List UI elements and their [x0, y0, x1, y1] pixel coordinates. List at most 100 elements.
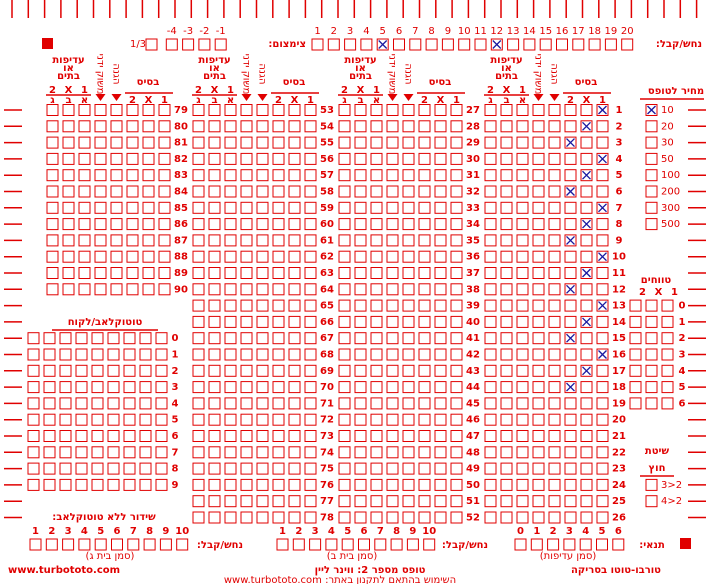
checkbox[interactable] [434, 332, 447, 345]
checkbox[interactable] [240, 136, 253, 149]
checkbox[interactable] [580, 381, 593, 394]
checkbox[interactable] [580, 104, 593, 116]
checkbox[interactable] [548, 152, 561, 165]
checkbox[interactable] [288, 332, 301, 345]
checkbox[interactable] [596, 381, 609, 394]
checkbox[interactable] [224, 495, 237, 508]
checkbox[interactable] [370, 381, 383, 394]
checkbox[interactable] [516, 495, 529, 508]
checkbox[interactable] [338, 169, 351, 182]
checkbox[interactable] [176, 538, 189, 551]
checkbox[interactable] [78, 152, 91, 165]
checkbox[interactable] [94, 234, 107, 247]
checkbox[interactable] [354, 315, 367, 328]
checkbox[interactable] [240, 381, 253, 394]
checkbox[interactable] [596, 478, 609, 491]
checkbox[interactable] [532, 234, 545, 247]
checkbox[interactable] [645, 381, 658, 394]
checkbox[interactable] [256, 152, 269, 165]
checkbox[interactable] [288, 136, 301, 149]
checkbox[interactable] [450, 152, 463, 165]
checkbox[interactable] [402, 430, 415, 442]
checkbox[interactable] [354, 218, 367, 231]
checkbox[interactable] [224, 332, 237, 345]
checkbox[interactable] [29, 538, 42, 551]
checkbox[interactable] [500, 218, 513, 231]
checkbox[interactable] [272, 185, 285, 198]
checkbox[interactable] [564, 250, 577, 263]
checkbox[interactable] [532, 250, 545, 263]
checkbox[interactable] [338, 348, 351, 361]
checkbox[interactable] [208, 169, 221, 182]
checkbox[interactable] [94, 267, 107, 279]
checkbox[interactable] [580, 462, 593, 475]
checkbox[interactable] [629, 364, 642, 377]
checkbox[interactable] [370, 430, 383, 442]
checkbox[interactable] [43, 462, 56, 475]
checkbox[interactable] [27, 364, 40, 377]
checkbox[interactable] [288, 120, 301, 133]
checkbox[interactable] [418, 250, 431, 263]
checkbox[interactable] [358, 538, 370, 551]
checkbox[interactable] [564, 104, 577, 116]
checkbox[interactable] [474, 38, 487, 51]
checkbox[interactable] [354, 495, 367, 508]
checkbox[interactable] [27, 478, 40, 491]
checkbox[interactable] [272, 381, 285, 394]
checkbox[interactable] [91, 364, 104, 377]
checkbox[interactable] [450, 169, 463, 182]
checkbox[interactable] [142, 201, 155, 214]
checkbox[interactable] [224, 430, 237, 442]
checkbox[interactable] [532, 120, 545, 133]
checkbox[interactable] [43, 413, 56, 426]
checkbox[interactable] [532, 462, 545, 475]
checkbox[interactable] [354, 332, 367, 345]
checkbox[interactable] [548, 169, 561, 182]
checkbox[interactable] [272, 511, 285, 524]
checkbox[interactable] [532, 397, 545, 410]
checkbox[interactable] [91, 381, 104, 394]
checkbox[interactable] [572, 38, 585, 51]
checkbox[interactable] [418, 136, 431, 149]
checkbox[interactable] [256, 332, 269, 345]
checkbox[interactable] [386, 250, 399, 263]
checkbox[interactable] [272, 267, 285, 279]
checkbox[interactable] [354, 283, 367, 296]
checkbox[interactable] [288, 511, 301, 524]
checkbox[interactable] [139, 462, 152, 475]
checkbox[interactable] [629, 381, 642, 394]
checkbox[interactable] [418, 332, 431, 345]
checkbox[interactable] [46, 267, 59, 279]
checkbox[interactable] [386, 218, 399, 231]
checkbox[interactable] [110, 120, 123, 133]
checkbox[interactable] [224, 267, 237, 279]
checkbox[interactable] [402, 348, 415, 361]
checkbox[interactable] [272, 413, 285, 426]
checkbox[interactable] [224, 381, 237, 394]
checkbox[interactable] [208, 478, 221, 491]
checkbox[interactable] [370, 283, 383, 296]
checkbox[interactable] [434, 348, 447, 361]
checkbox[interactable] [564, 364, 577, 377]
checkbox[interactable] [256, 511, 269, 524]
checkbox[interactable] [516, 348, 529, 361]
checkbox[interactable] [645, 201, 658, 214]
checkbox[interactable] [304, 152, 317, 165]
checkbox[interactable] [155, 413, 168, 426]
checkbox[interactable] [240, 201, 253, 214]
checkbox[interactable] [59, 381, 72, 394]
checkbox[interactable] [272, 397, 285, 410]
checkbox[interactable] [532, 218, 545, 231]
checkbox[interactable] [354, 430, 367, 442]
checkbox[interactable] [516, 478, 529, 491]
checkbox[interactable] [110, 104, 123, 116]
checkbox[interactable] [450, 364, 463, 377]
checkbox[interactable] [402, 364, 415, 377]
checkbox[interactable] [564, 462, 577, 475]
checkbox[interactable] [46, 185, 59, 198]
checkbox[interactable] [450, 250, 463, 263]
checkbox[interactable] [304, 218, 317, 231]
checkbox[interactable] [645, 364, 658, 377]
checkbox[interactable] [272, 234, 285, 247]
checkbox[interactable] [224, 446, 237, 459]
